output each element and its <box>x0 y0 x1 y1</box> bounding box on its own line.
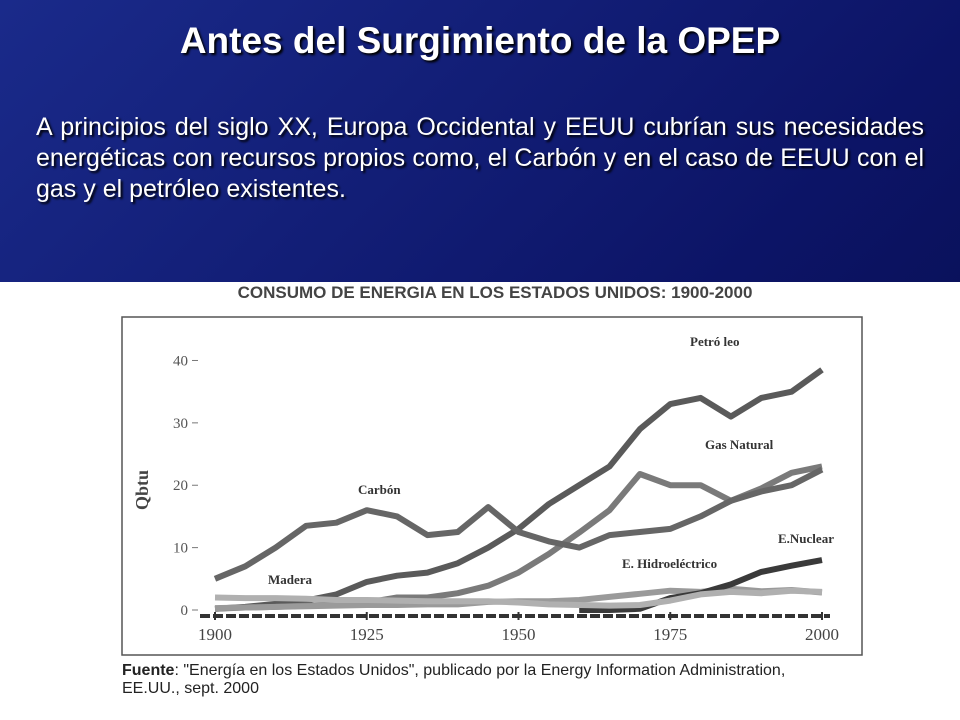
series-label: E.Nuclear <box>778 531 834 546</box>
source-note: Fuente: "Energía en los Estados Unidos",… <box>122 662 842 698</box>
chart: CONSUMO DE ENERGIA EN LOS ESTADOS UNIDOS… <box>121 283 863 656</box>
slide-title: Antes del Surgimiento de la OPEP <box>179 20 781 61</box>
series-label: Gas Natural <box>705 437 774 452</box>
y-tick-label: 0 <box>181 603 189 619</box>
series-line <box>213 466 824 582</box>
x-tick-label: 1950 <box>502 625 536 644</box>
x-tick-label: 2000 <box>805 625 839 644</box>
series-label: Carbón <box>358 482 401 497</box>
y-tick-label: 20 <box>173 478 188 494</box>
x-tick-label: 1925 <box>350 625 384 644</box>
source-text: : "Energía en los Estados Unidos", publi… <box>122 662 786 697</box>
chart-title: CONSUMO DE ENERGIA EN LOS ESTADOS UNIDOS… <box>238 283 753 302</box>
series-line <box>214 587 823 609</box>
y-tick-label: 40 <box>173 353 188 369</box>
series-label: Madera <box>268 572 313 587</box>
source-label: Fuente <box>122 662 175 679</box>
y-axis-label: Qbtu <box>132 470 152 510</box>
series-label: Petró leo <box>690 334 739 349</box>
y-tick-label: 30 <box>173 416 188 432</box>
series-label: E. Hidroeléctrico <box>622 556 717 571</box>
slide-body: A principios del siglo XX, Europa Occide… <box>36 113 924 203</box>
y-tick-label: 10 <box>173 541 188 557</box>
chart-picture: CONSUMO DE ENERGIA EN LOS ESTADOS UNIDOS… <box>0 282 960 720</box>
x-tick-label: 1900 <box>198 625 232 644</box>
x-tick-label: 1975 <box>653 625 687 644</box>
